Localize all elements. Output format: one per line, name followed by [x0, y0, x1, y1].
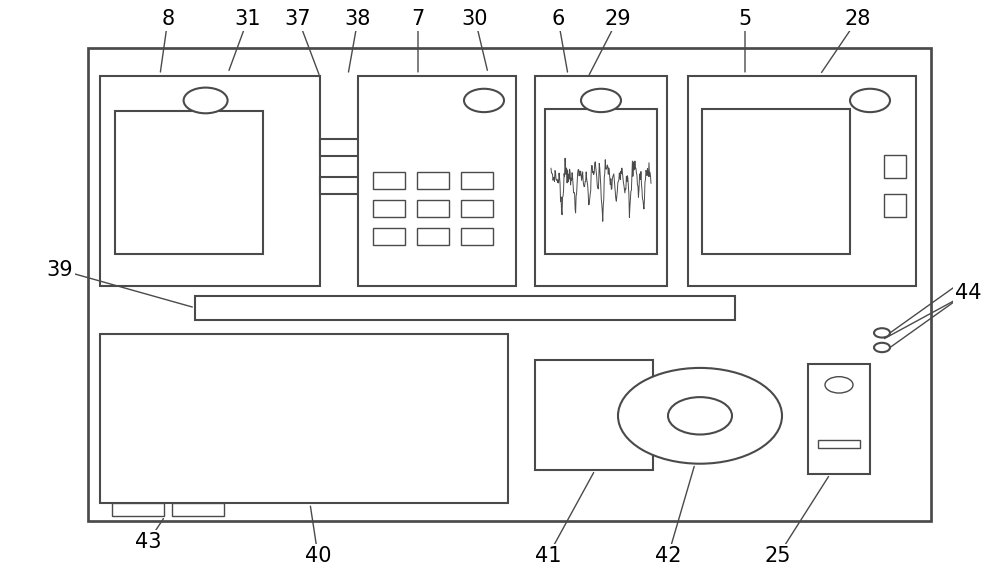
Bar — [688, 76, 916, 286]
Text: 6: 6 — [551, 9, 565, 29]
Text: 5: 5 — [738, 9, 752, 29]
Circle shape — [668, 397, 732, 434]
Text: 25: 25 — [765, 546, 791, 566]
Circle shape — [581, 89, 621, 112]
Bar — [417, 200, 449, 217]
Text: 44: 44 — [955, 283, 981, 303]
Text: 30: 30 — [462, 9, 488, 29]
Bar — [100, 76, 320, 286]
Circle shape — [618, 368, 782, 464]
Bar — [818, 440, 860, 448]
Circle shape — [874, 343, 890, 352]
Bar — [358, 76, 516, 286]
Bar — [373, 172, 405, 189]
Text: 37: 37 — [285, 9, 311, 29]
Bar — [417, 228, 449, 245]
Circle shape — [874, 328, 890, 338]
Bar — [884, 155, 906, 178]
Bar — [195, 296, 735, 320]
Bar — [115, 111, 263, 254]
Circle shape — [464, 89, 504, 112]
Text: 40: 40 — [305, 546, 331, 566]
Text: 42: 42 — [655, 546, 681, 566]
Bar — [535, 76, 667, 286]
Bar — [112, 503, 164, 516]
Bar — [545, 109, 657, 254]
Text: 7: 7 — [411, 9, 425, 29]
Bar — [702, 109, 850, 254]
Text: 43: 43 — [135, 532, 161, 552]
Text: 28: 28 — [845, 9, 871, 29]
Bar — [172, 503, 224, 516]
Text: 38: 38 — [345, 9, 371, 29]
Text: 39: 39 — [47, 260, 73, 280]
Text: 41: 41 — [535, 546, 561, 566]
Bar — [461, 200, 493, 217]
Circle shape — [850, 89, 890, 112]
Text: 8: 8 — [161, 9, 175, 29]
Bar — [461, 228, 493, 245]
Bar — [373, 228, 405, 245]
Bar — [88, 48, 931, 521]
Bar — [100, 334, 508, 503]
Bar — [373, 200, 405, 217]
Bar — [417, 172, 449, 189]
Text: 29: 29 — [605, 9, 631, 29]
Bar — [535, 360, 653, 470]
Bar — [808, 364, 870, 474]
Circle shape — [825, 377, 853, 393]
Circle shape — [184, 88, 228, 113]
Bar — [461, 172, 493, 189]
Bar — [320, 140, 365, 156]
Bar — [320, 178, 365, 194]
Bar — [884, 194, 906, 217]
Text: 31: 31 — [235, 9, 261, 29]
